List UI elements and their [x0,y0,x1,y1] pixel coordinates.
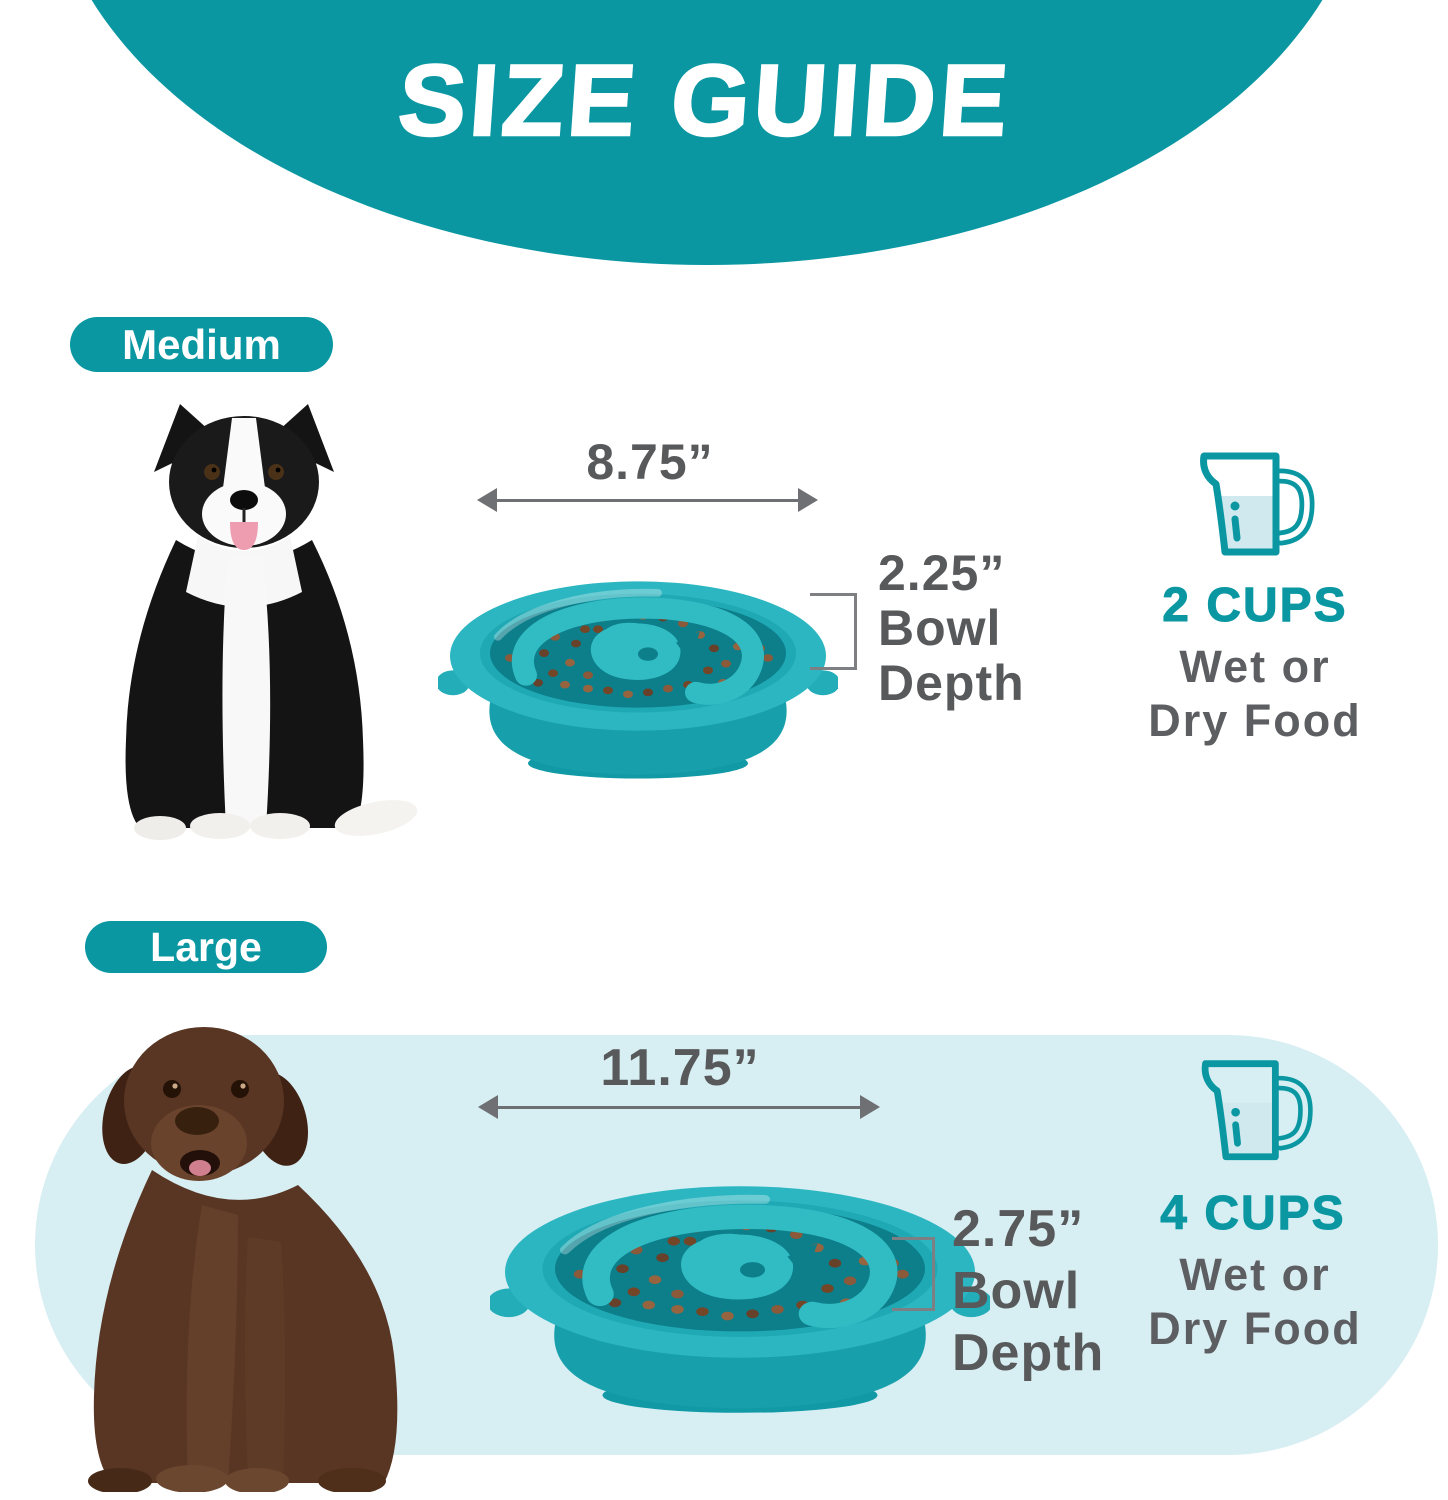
large-depth-value: 2.75” [952,1200,1085,1258]
page-title: SIZE GUIDE [394,44,1017,159]
medium-depth-word2: Depth [878,655,1025,711]
arrow-line [493,1105,865,1109]
arrowhead-right-icon [798,488,818,512]
medium-food-word2: Dry Food [1148,695,1362,746]
large-width-arrow double-headed-arrow-icon [478,1095,880,1119]
medium-depth-bracket-icon [810,593,857,670]
large-food-word2: Dry Food [1148,1303,1362,1354]
large-size-badge-label: Large [150,923,262,970]
large-depth-bracket-icon [892,1237,935,1311]
large-measuring-cup-icon [1187,1054,1323,1182]
large-food-type-label: Wet or Dry Food [1105,1248,1405,1356]
arrow-line [492,498,803,502]
large-bowl-width-label: 11.75” [600,1039,760,1097]
medium-food-word1: Wet or [1179,641,1331,692]
medium-food-type-label: Wet or Dry Food [1105,640,1405,748]
arrowhead-right-icon [860,1095,880,1119]
arrowhead-left-icon [477,488,497,512]
medium-size-badge: Medium [70,317,333,372]
large-size-badge: Large [85,921,327,973]
medium-width-arrow double-headed-arrow-icon [477,488,818,512]
medium-capacity-label: 2 CUPS [1162,579,1348,633]
medium-size-badge-label: Medium [122,320,281,368]
arrowhead-left-icon [478,1095,498,1119]
medium-slow-feeder-bowl-image [438,522,838,790]
large-depth-word2: Depth [952,1324,1105,1382]
medium-bowl-width-label: 8.75” [586,434,714,490]
medium-bowl-depth-label: 2.25” Bowl Depth [878,546,1025,711]
medium-depth-word1: Bowl [878,600,1002,656]
medium-depth-value: 2.25” [878,545,1006,601]
medium-measuring-cup-icon [1185,446,1325,578]
large-capacity-label: 4 CUPS [1160,1187,1346,1241]
large-dog-photo chocolate-labrador-illustration [52,1005,424,1492]
large-food-word1: Wet or [1179,1249,1331,1300]
large-depth-word1: Bowl [952,1262,1081,1320]
large-bowl-depth-label: 2.75” Bowl Depth [952,1198,1104,1384]
medium-dog-photo border-collie-illustration [68,390,424,846]
